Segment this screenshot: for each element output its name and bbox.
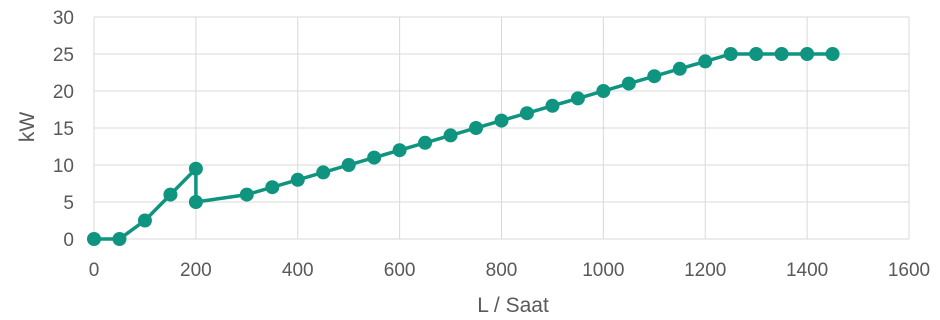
y-tick-label: 10 xyxy=(53,156,74,177)
x-tick-label: 600 xyxy=(384,260,416,281)
data-point xyxy=(545,98,560,113)
data-point xyxy=(137,213,152,228)
data-point xyxy=(519,106,534,121)
data-point xyxy=(87,232,101,246)
data-point xyxy=(596,84,611,98)
y-tick-label: 0 xyxy=(63,230,74,251)
y-axis-title: kW xyxy=(16,112,39,143)
y-tick-label: 30 xyxy=(53,8,74,29)
data-point xyxy=(698,54,713,69)
data-point xyxy=(392,143,407,158)
data-point xyxy=(316,165,331,180)
data-point xyxy=(239,187,254,202)
data-point xyxy=(341,158,356,172)
tick-labels: 0 5 10 15 20 25 30 0 200 400 600 800 1000 1200 1400 160… xyxy=(53,8,930,281)
data-point xyxy=(418,135,433,150)
y-tick-label: 25 xyxy=(53,45,74,66)
data-point xyxy=(723,47,738,61)
data-point xyxy=(800,47,815,61)
data-point xyxy=(647,69,662,84)
data-point xyxy=(570,91,585,106)
data-point xyxy=(469,121,484,135)
x-tick-label: 800 xyxy=(486,260,518,281)
data-point xyxy=(265,180,280,195)
y-tick-label: 15 xyxy=(53,119,74,140)
data-point xyxy=(672,61,687,76)
series-group xyxy=(87,47,840,246)
data-point xyxy=(774,47,789,61)
data-point xyxy=(112,232,127,246)
data-point xyxy=(163,187,178,202)
x-tick-label: 1600 xyxy=(888,260,930,281)
data-point xyxy=(621,76,636,91)
data-point xyxy=(749,47,764,61)
data-point xyxy=(494,113,509,128)
data-point xyxy=(290,172,305,187)
series-line xyxy=(92,52,835,241)
y-tick-label: 20 xyxy=(53,82,74,103)
y-tick-label: 5 xyxy=(63,193,74,214)
x-axis-title: L / Saat xyxy=(477,294,549,317)
data-point xyxy=(443,128,458,143)
x-tick-label: 400 xyxy=(282,260,314,281)
gridlines xyxy=(93,16,910,240)
x-tick-label: 1200 xyxy=(684,260,726,281)
data-point xyxy=(188,161,203,176)
data-point xyxy=(825,47,840,61)
x-tick-label: 1000 xyxy=(582,260,624,281)
x-tick-label: 200 xyxy=(180,260,212,281)
data-point xyxy=(188,195,203,209)
data-point xyxy=(367,150,382,165)
x-tick-label: 0 xyxy=(89,260,100,281)
x-tick-label: 1400 xyxy=(786,260,828,281)
